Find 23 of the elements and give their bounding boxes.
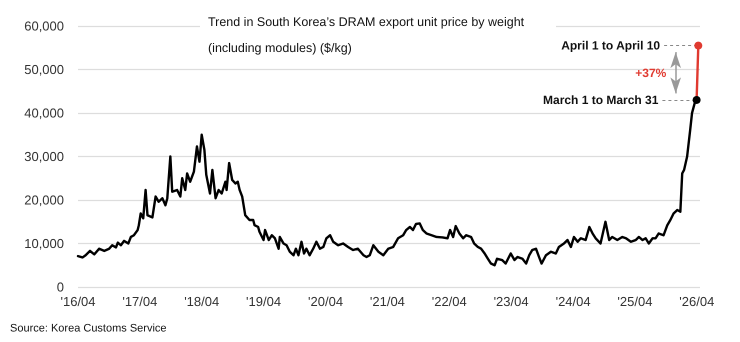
x-tick-label: '22/04 [432,294,467,309]
y-tick-label: 20,000 [24,192,64,208]
x-tick-label: '20/04 [308,294,344,309]
source-note: Source: Korea Customs Service [10,322,167,334]
annotation: +37% [635,66,667,80]
y-tick-label: 60,000 [24,18,64,34]
y-tick-label: 0 [56,280,64,294]
x-tick-label: '23/04 [494,294,529,309]
y-tick-label: 30,000 [24,149,64,164]
annotation: March 1 to March 31 [543,92,659,107]
x-tick-label: '21/04 [370,294,405,309]
annotation: April 1 to April 10 [561,38,660,53]
x-tick-label: '24/04 [556,294,591,309]
y-tick-label: 50,000 [24,62,64,77]
x-tick-label: '25/04 [617,294,652,309]
x-tick-label: '26/04 [679,294,714,309]
y-tick-label: 40,000 [24,106,64,120]
chart-title: Trend in South Korea’s DRAM export unit price by weight (including modules) ($/kg) [208,15,528,55]
x-tick-label: '16/04 [60,294,96,309]
x-tick-label: '18/04 [184,294,220,309]
y-tick-label: 10,000 [24,236,64,251]
x-tick-label: '17/04 [122,294,158,309]
x-tick-label: '19/04 [246,294,282,309]
